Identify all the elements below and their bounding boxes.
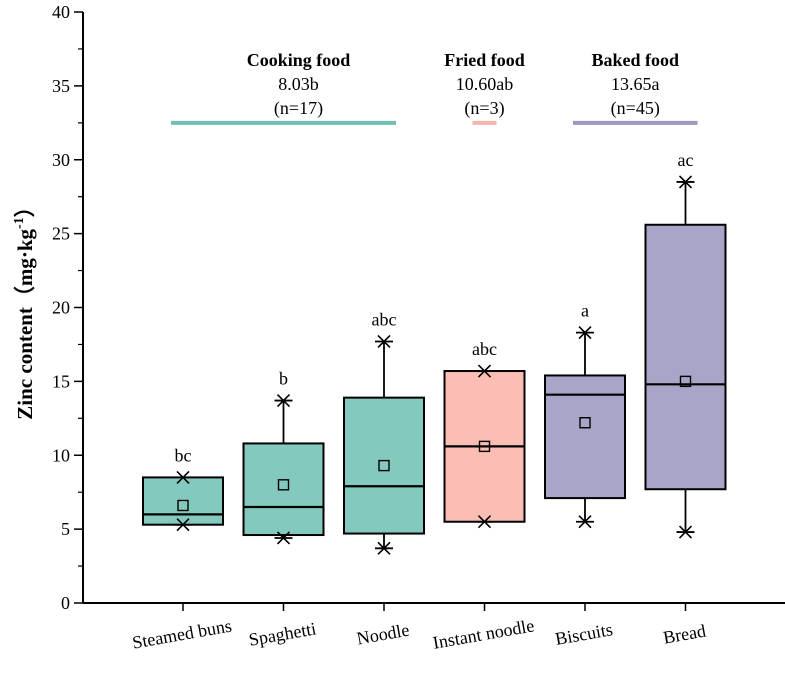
group-cooking: Cooking food 8.03b (n=17) <box>171 50 396 125</box>
max-marker <box>176 470 190 484</box>
y-tick-label: 0 <box>61 593 70 613</box>
x-tick-label: Bread <box>662 621 708 648</box>
min-marker <box>176 518 190 532</box>
min-marker-stroke-b <box>578 515 592 529</box>
min-marker-stroke-b <box>477 515 492 529</box>
group-title: Baked food <box>591 50 679 70</box>
y-tick-label: 5 <box>61 519 70 539</box>
x-tick-label: Spaghetti <box>247 618 317 650</box>
group-mean-label: 8.03b <box>278 74 319 94</box>
significance-letter: a <box>581 301 589 321</box>
max-marker-stroke-b <box>477 364 492 378</box>
mean-marker <box>679 375 692 388</box>
mean-marker <box>177 499 189 512</box>
x-tick-label: Instant noodle <box>431 615 535 652</box>
box-iqr <box>544 374 626 500</box>
max-marker <box>578 326 592 340</box>
significance-letter: ac <box>678 150 694 170</box>
max-marker <box>477 364 492 378</box>
min-marker <box>678 525 693 539</box>
y-tick-label: 30 <box>52 150 70 170</box>
box-iqr <box>343 396 425 535</box>
box-4: a <box>544 301 626 529</box>
group-mean-label: 13.65a <box>611 74 660 94</box>
min-marker <box>377 541 391 555</box>
min-marker <box>578 515 592 529</box>
max-marker <box>276 394 291 408</box>
box-2: abc <box>343 309 425 555</box>
y-tick-label: 25 <box>52 224 70 244</box>
box-0: bc <box>142 445 224 532</box>
mean-marker <box>579 417 591 429</box>
group-mean-label: 10.60ab <box>456 74 514 94</box>
y-tick-label: 10 <box>52 445 70 465</box>
x-tick-label: Steamed buns <box>131 616 233 653</box>
group-n-label: (n=3) <box>464 98 504 119</box>
group-annotations: Cooking food 8.03b (n=17) Fried food 10.60ab… <box>171 50 698 125</box>
x-tick-label: Biscuits <box>554 619 615 649</box>
y-axis-label-close: ） <box>13 196 37 217</box>
group-n-label: (n=17) <box>274 98 323 119</box>
max-marker <box>377 334 391 349</box>
group-baked: Baked food 13.65a (n=45) <box>573 50 698 125</box>
group-title: Cooking food <box>247 50 351 70</box>
mean-marker <box>378 459 390 472</box>
significance-letter: abc <box>372 309 397 329</box>
group-n-label: (n=45) <box>611 98 660 119</box>
max-marker-stroke-b <box>176 470 190 484</box>
box-iqr <box>644 223 727 491</box>
y-tick-label: 15 <box>52 371 70 391</box>
group-fried: Fried food 10.60ab (n=3) <box>444 50 525 125</box>
min-marker-stroke-b <box>678 525 693 539</box>
significance-letter: bc <box>175 445 192 465</box>
box-1: b <box>242 369 325 545</box>
significance-letter: abc <box>472 339 497 359</box>
mean-marker <box>478 440 491 453</box>
significance-letter: b <box>279 369 288 389</box>
min-marker <box>276 531 291 545</box>
box-3: abc <box>443 339 526 529</box>
group-title: Fried food <box>444 50 525 70</box>
min-marker-stroke-b <box>176 518 190 532</box>
y-tick-label: 40 <box>52 2 70 22</box>
y-tick-label: 35 <box>52 76 70 96</box>
max-marker-stroke-b <box>578 326 592 340</box>
max-marker-stroke-b <box>276 394 291 408</box>
max-marker <box>678 175 693 189</box>
boxes-layer: bc b abc abc a ac <box>142 150 727 555</box>
y-axis-label-text: Zinc content（mg·kg <box>13 228 37 419</box>
x-tick-label: Noodle <box>355 620 411 649</box>
min-marker-stroke-b <box>377 541 391 555</box>
mean-marker <box>277 479 290 491</box>
y-axis-label: Zinc content（mg·kg-1） <box>12 196 37 419</box>
min-marker <box>477 515 492 529</box>
max-marker-stroke-b <box>678 175 693 189</box>
box-5: ac <box>644 150 727 539</box>
max-marker-stroke-b <box>377 334 391 349</box>
y-tick-label: 20 <box>52 298 70 318</box>
min-marker-stroke-b <box>276 531 291 545</box>
y-axis-label-superscript: -1 <box>12 217 27 229</box>
